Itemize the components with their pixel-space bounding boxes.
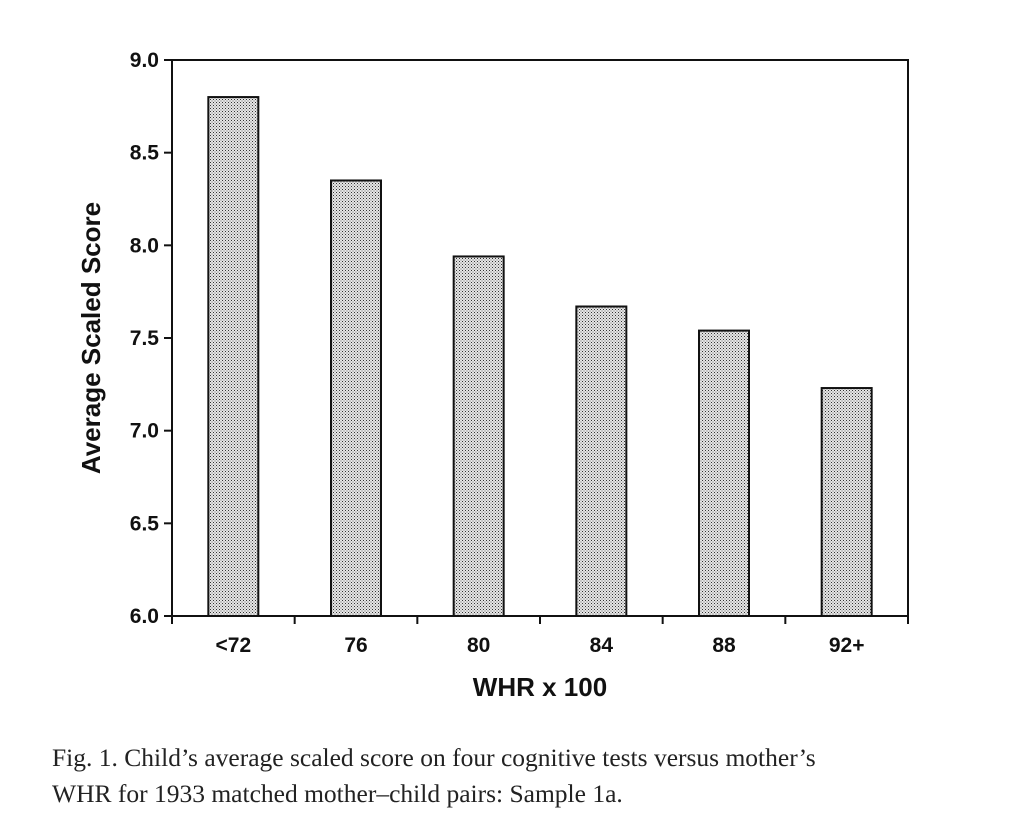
x-tick-label-3: 84 xyxy=(590,634,614,657)
caption-line-2: WHR for 1933 matched mother–child pairs:… xyxy=(52,779,623,808)
x-tick-label-2: 80 xyxy=(467,634,490,657)
x-axis-title: WHR x 100 xyxy=(473,672,607,702)
caption-line-1: Fig. 1. Child’s average scaled score on … xyxy=(52,743,816,772)
bar-0 xyxy=(207,96,260,618)
bar-2 xyxy=(452,255,505,617)
y-tick-label-3: 7.5 xyxy=(130,327,160,350)
plot-frame xyxy=(171,59,909,617)
x-tick-label-5: 92+ xyxy=(829,634,865,657)
x-tick-label-4: 88 xyxy=(712,634,736,657)
x-tick-label-1: 76 xyxy=(344,634,367,657)
bar-4 xyxy=(698,329,750,617)
bars xyxy=(207,96,873,618)
y-tick-label-2: 7.0 xyxy=(130,420,159,443)
bar-chart: 6.0 6.5 7.0 7.5 8.0 8.5 9.0 <72 76 80 84 88 92+ WHR… xyxy=(76,49,909,702)
y-tick-label-0: 6.0 xyxy=(130,605,159,628)
figure-caption: Fig. 1. Child’s average scaled score on … xyxy=(52,740,992,812)
y-tick-label-1: 6.5 xyxy=(130,512,160,535)
y-axis: 6.0 6.5 7.0 7.5 8.0 8.5 9.0 xyxy=(130,49,172,628)
y-tick-label-4: 8.0 xyxy=(130,234,159,257)
bar-3 xyxy=(575,305,628,617)
bar-5 xyxy=(820,387,873,618)
x-axis: <72 76 80 84 88 92+ xyxy=(171,616,909,657)
y-tick-label-6: 9.0 xyxy=(130,49,159,72)
x-tick-label-0: <72 xyxy=(216,634,252,657)
y-axis-title: Average Scaled Score xyxy=(76,202,106,474)
bar-1 xyxy=(330,179,382,617)
y-tick-label-5: 8.5 xyxy=(130,142,160,165)
